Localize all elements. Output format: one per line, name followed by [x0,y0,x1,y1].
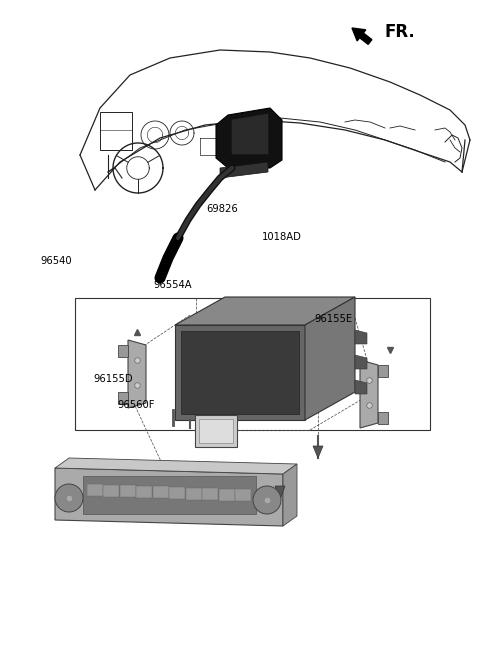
Polygon shape [283,464,297,526]
Polygon shape [220,162,268,178]
Text: 1018AD: 1018AD [262,232,301,243]
Bar [120,485,136,497]
Text: 96560F: 96560F [118,400,155,411]
Bar [199,419,233,443]
Bar [83,476,256,514]
Text: 69826: 69826 [206,203,238,214]
Polygon shape [118,345,128,357]
Bar [195,415,237,447]
Bar [181,331,299,414]
Polygon shape [355,330,367,344]
Text: 96540: 96540 [41,256,72,266]
Text: FR.: FR. [385,23,416,41]
Polygon shape [355,380,367,394]
Circle shape [55,484,83,512]
Bar [136,486,152,498]
Bar [104,485,120,497]
Bar [75,298,430,430]
Polygon shape [175,297,355,325]
Polygon shape [55,468,283,526]
Bar [153,486,169,499]
Polygon shape [360,360,378,428]
Polygon shape [355,355,367,369]
Text: 96155E: 96155E [314,314,352,325]
Polygon shape [378,412,388,424]
Text: 96554A: 96554A [154,280,192,291]
Polygon shape [275,486,285,500]
Circle shape [253,486,281,514]
Polygon shape [216,108,282,168]
Bar [186,487,202,500]
Polygon shape [118,392,128,404]
Text: 96155D: 96155D [94,374,133,384]
Polygon shape [313,446,323,458]
Polygon shape [232,114,268,154]
Polygon shape [378,365,388,377]
Bar [169,487,185,499]
Bar [87,484,103,496]
Bar [202,488,218,500]
FancyArrow shape [352,28,372,45]
Polygon shape [55,458,297,474]
Polygon shape [305,297,355,420]
Bar [235,489,251,501]
Bar [100,112,132,150]
Bar [218,489,235,501]
Polygon shape [175,325,305,420]
Polygon shape [128,340,146,408]
